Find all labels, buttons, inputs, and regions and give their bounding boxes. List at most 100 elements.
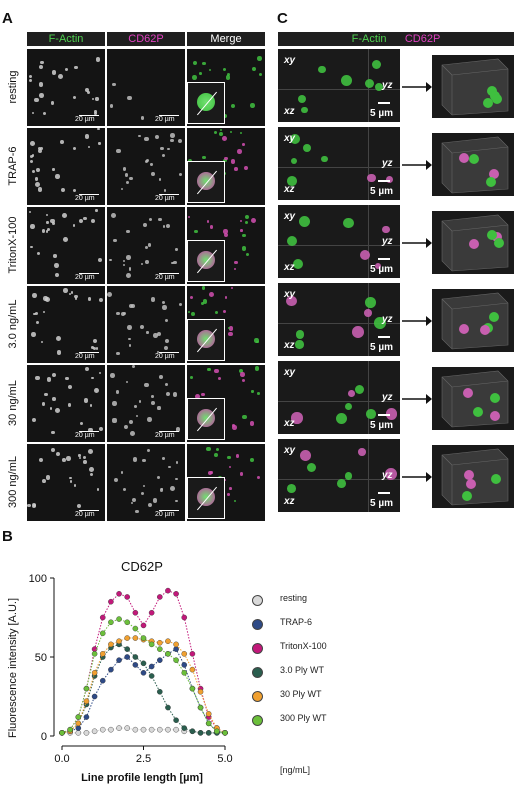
data-point bbox=[132, 625, 139, 632]
scale-bar bbox=[159, 115, 179, 116]
scale-bar bbox=[378, 414, 390, 416]
data-point bbox=[132, 609, 139, 616]
header-merge: Merge bbox=[187, 32, 265, 46]
scale-bar bbox=[79, 194, 99, 195]
data-point bbox=[165, 651, 171, 657]
row-label: 300 ng/mL bbox=[7, 455, 19, 508]
data-point bbox=[148, 641, 155, 648]
scale-bar bbox=[159, 431, 179, 432]
axis-label-xy: xy bbox=[284, 445, 296, 456]
scale-bar bbox=[79, 115, 99, 116]
data-point bbox=[197, 704, 204, 711]
row-label: TritonX-100 bbox=[7, 215, 19, 274]
data-point bbox=[132, 654, 139, 660]
micrograph-merge bbox=[187, 128, 265, 205]
series-line bbox=[61, 637, 226, 734]
orthogonal-view: xy xz yz 5 µm bbox=[278, 127, 400, 200]
y-tick-label: 50 bbox=[35, 652, 47, 664]
data-point bbox=[116, 591, 122, 597]
data-point bbox=[165, 587, 171, 594]
micrograph-cd62p: 20 µm bbox=[107, 365, 185, 442]
data-point bbox=[181, 725, 188, 731]
data-point bbox=[91, 693, 98, 700]
y-tick-label: 0 bbox=[41, 731, 47, 743]
3d-rendering bbox=[432, 445, 514, 508]
axis-label-xz: xz bbox=[284, 184, 295, 195]
orthogonal-view: xy xz yz 5 µm bbox=[278, 205, 400, 278]
legend-marker bbox=[252, 619, 263, 630]
arrow-right-icon bbox=[402, 314, 432, 332]
data-point bbox=[140, 635, 147, 641]
chart-xlabel: Line profile length [µm] bbox=[81, 772, 203, 784]
scale-bar-label: 20 µm bbox=[75, 432, 95, 439]
data-point bbox=[75, 720, 82, 727]
3d-rendering bbox=[432, 133, 514, 196]
scale-bar bbox=[159, 194, 179, 195]
data-point bbox=[132, 726, 139, 733]
scale-bar-label: 5 µm bbox=[370, 264, 393, 275]
scale-bar-label: 20 µm bbox=[75, 195, 95, 202]
data-point bbox=[108, 619, 114, 626]
data-point bbox=[116, 638, 122, 644]
data-point bbox=[173, 717, 179, 723]
micrograph-cd62p: 20 µm bbox=[107, 444, 185, 521]
scale-bar bbox=[79, 352, 99, 353]
data-point bbox=[165, 726, 171, 733]
x-tick-label: 5.0 bbox=[217, 753, 232, 765]
data-point bbox=[99, 677, 106, 684]
data-point bbox=[116, 725, 122, 731]
data-point bbox=[124, 619, 130, 626]
axis-label-xz: xz bbox=[284, 418, 295, 429]
scale-bar-label: 20 µm bbox=[155, 353, 175, 360]
axis-label-yz: yz bbox=[382, 235, 393, 247]
data-point bbox=[189, 728, 196, 735]
data-point bbox=[116, 657, 122, 663]
micrograph-cd62p: 20 µm bbox=[107, 286, 185, 363]
micrograph-merge bbox=[187, 207, 265, 284]
data-point bbox=[124, 646, 130, 652]
scale-bar bbox=[79, 510, 99, 511]
micrograph-factin: 20 µm bbox=[27, 444, 105, 521]
data-point bbox=[205, 711, 212, 717]
scale-bar bbox=[159, 273, 179, 274]
panel-a-letter: A bbox=[2, 10, 13, 27]
axis-label-yz: yz bbox=[382, 391, 393, 403]
axis-label-yz: yz bbox=[382, 469, 393, 481]
axis-label-yz: yz bbox=[382, 157, 393, 169]
data-point bbox=[173, 657, 179, 663]
axis-label-xy: xy bbox=[284, 133, 296, 144]
data-point bbox=[75, 725, 82, 731]
y-tick-label: 100 bbox=[29, 573, 47, 585]
scale-bar-label: 20 µm bbox=[75, 353, 95, 360]
scale-bar bbox=[378, 180, 390, 182]
data-point bbox=[197, 688, 204, 695]
data-point bbox=[108, 666, 114, 673]
data-point bbox=[156, 657, 163, 663]
data-point bbox=[83, 698, 90, 705]
data-point bbox=[99, 630, 106, 637]
chart-title: CD62P bbox=[121, 559, 163, 574]
orthogonal-view: xy xz yz 5 µm bbox=[278, 439, 400, 512]
legend-marker bbox=[252, 715, 263, 726]
axis-label-yz: yz bbox=[382, 313, 393, 325]
axis-label-xz: xz bbox=[284, 496, 295, 507]
data-point bbox=[116, 616, 122, 622]
data-point bbox=[108, 641, 114, 648]
scale-bar-label: 20 µm bbox=[75, 511, 95, 518]
axis-label-xz: xz bbox=[284, 106, 295, 117]
data-point bbox=[165, 638, 171, 644]
data-point bbox=[124, 725, 130, 731]
data-point bbox=[148, 663, 155, 670]
data-point bbox=[189, 685, 196, 692]
data-point bbox=[222, 730, 228, 736]
scale-bar-label: 5 µm bbox=[370, 186, 393, 197]
arrow-right-icon bbox=[402, 158, 432, 176]
data-point bbox=[83, 685, 90, 692]
chart-ylabel: Fluorescence intensity [A.U.] bbox=[7, 598, 19, 738]
data-point bbox=[173, 646, 179, 652]
orthogonal-view: xy xz yz 5 µm bbox=[278, 49, 400, 122]
scale-bar-label: 20 µm bbox=[155, 511, 175, 518]
axis-label-yz: yz bbox=[382, 79, 393, 91]
data-point bbox=[91, 728, 98, 735]
header-cd62p: CD62P bbox=[107, 32, 185, 46]
